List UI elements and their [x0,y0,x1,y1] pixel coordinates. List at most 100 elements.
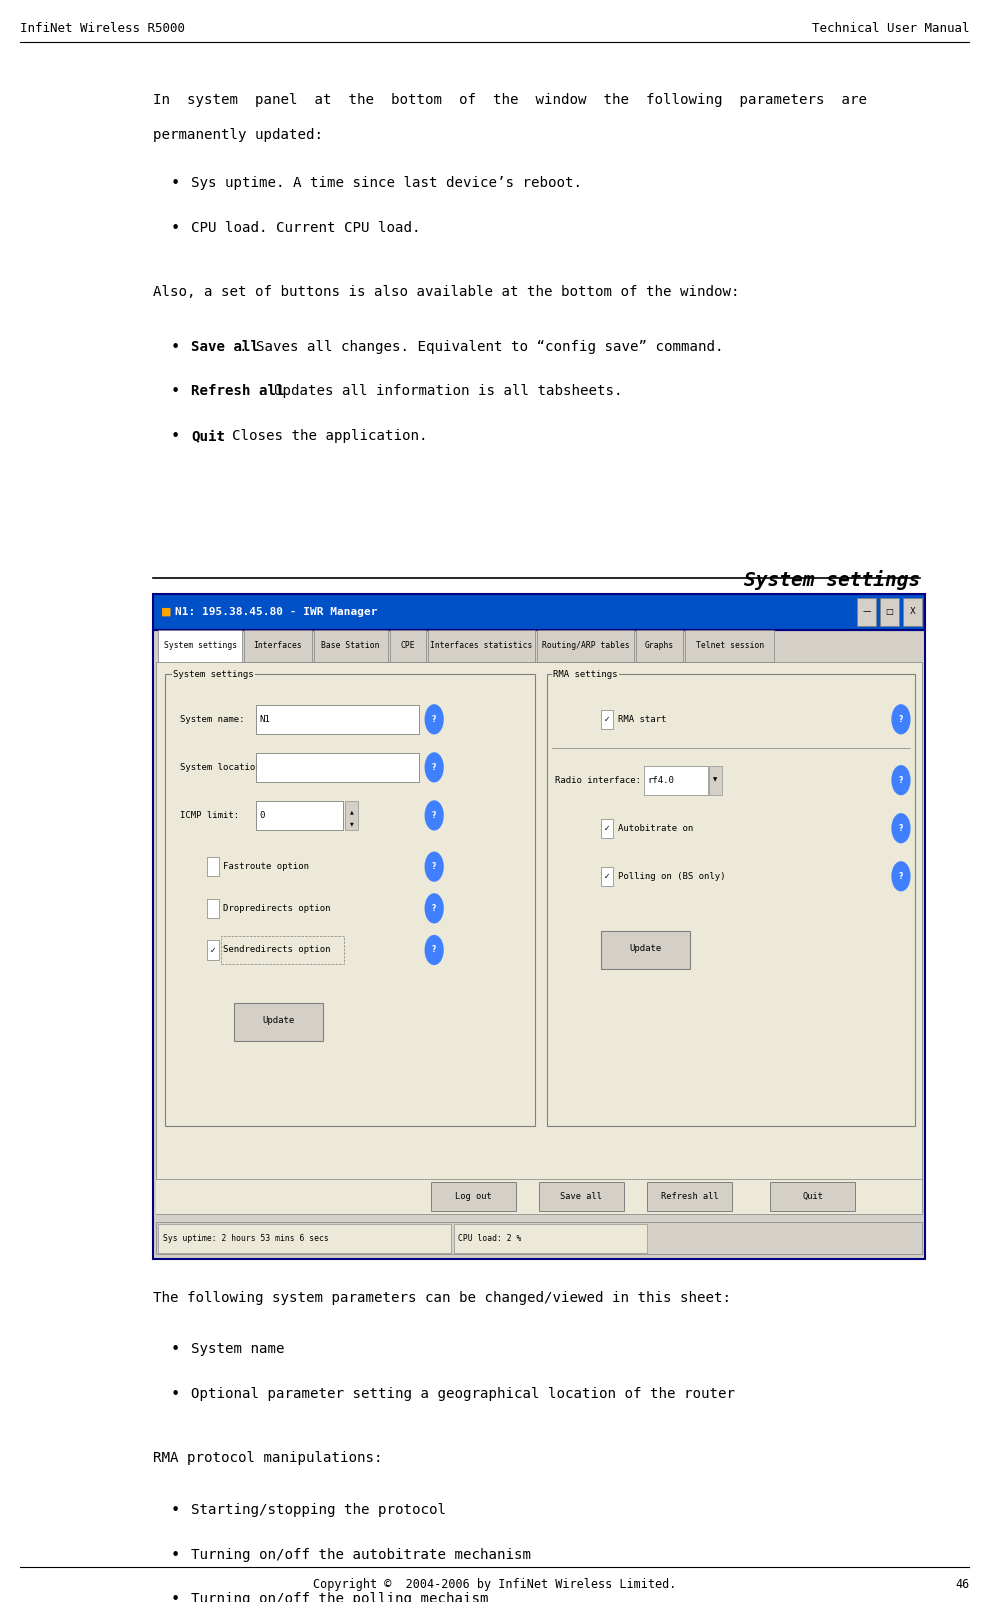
Text: N1: 195.38.45.80 - IWR Manager: N1: 195.38.45.80 - IWR Manager [175,607,378,617]
Text: Refresh all: Refresh all [191,384,285,399]
Text: RMA settings: RMA settings [553,670,617,679]
Text: •: • [171,340,180,354]
Bar [770,1182,855,1211]
Bar [647,1182,732,1211]
Bar [601,710,613,729]
Text: CPU load: 2 %: CPU load: 2 % [458,1234,521,1243]
Text: ?: ? [899,871,903,881]
Circle shape [425,705,443,734]
Text: ?: ? [432,763,436,772]
Text: Graphs: Graphs [645,641,674,650]
Text: . Updates all information is all tabsheets.: . Updates all information is all tabshee… [257,384,622,399]
Bar [644,766,708,795]
Bar [207,940,219,960]
Bar [256,753,419,782]
Text: Fastroute option: Fastroute option [223,862,309,871]
Text: Copyright ©  2004-2006 by InfiNet Wireless Limited.: Copyright © 2004-2006 by InfiNet Wireles… [313,1578,676,1591]
Text: RMA protocol manipulations:: RMA protocol manipulations: [153,1451,383,1466]
Text: Dropredirects option: Dropredirects option [223,904,330,913]
Text: CPU load. Current CPU load.: CPU load. Current CPU load. [191,221,420,235]
Text: Routing/ARP tables: Routing/ARP tables [542,641,629,650]
Bar [314,630,388,662]
Bar [158,630,242,662]
Text: N1: N1 [259,714,270,724]
Text: Update: Update [263,1016,295,1025]
Text: . Saves all changes. Equivalent to “config save” command.: . Saves all changes. Equivalent to “conf… [238,340,723,354]
Circle shape [892,814,910,843]
Text: System settings: System settings [744,570,920,590]
Text: □: □ [886,607,893,617]
Bar [207,899,219,918]
Bar [390,630,426,662]
Bar [636,630,683,662]
Bar [256,801,343,830]
Circle shape [425,753,443,782]
Bar [256,705,419,734]
Bar [903,598,922,626]
Bar [165,674,535,1126]
Text: 46: 46 [955,1578,969,1591]
Text: •: • [171,221,180,235]
Text: Autobitrate on: Autobitrate on [618,823,693,833]
Text: —: — [862,607,871,617]
Text: ▲: ▲ [350,809,353,815]
Text: rf4.0: rf4.0 [647,775,674,785]
Bar [547,674,915,1126]
Text: ?: ? [432,945,436,955]
Text: Sendredirects option: Sendredirects option [223,945,330,955]
Bar [153,594,925,630]
Circle shape [892,862,910,891]
Bar [244,630,312,662]
Text: InfiNet Wireless R5000: InfiNet Wireless R5000 [20,22,185,35]
Text: ?: ? [432,811,436,820]
Text: ■: ■ [161,607,172,617]
Text: System settings: System settings [173,670,254,679]
Text: Quit: Quit [191,429,225,444]
Circle shape [425,801,443,830]
Text: ?: ? [899,775,903,785]
Text: ?: ? [432,862,436,871]
Text: RMA start: RMA start [618,714,667,724]
Bar [431,1182,516,1211]
Text: Sys uptime. A time since last device’s reboot.: Sys uptime. A time since last device’s r… [191,176,582,191]
Text: •: • [171,1548,180,1562]
Text: . Closes the application.: . Closes the application. [215,429,427,444]
Text: ?: ? [899,823,903,833]
Circle shape [892,705,910,734]
Text: System location:: System location: [180,763,266,772]
Text: Polling on (BS only): Polling on (BS only) [618,871,726,881]
Text: ✓: ✓ [604,714,610,724]
Text: The following system parameters can be changed/viewed in this sheet:: The following system parameters can be c… [153,1291,731,1306]
Bar [207,857,219,876]
Text: CPE: CPE [401,641,415,650]
Text: •: • [171,384,180,399]
Text: Starting/stopping the protocol: Starting/stopping the protocol [191,1503,446,1517]
Text: ✓: ✓ [604,871,610,881]
Text: Save all: Save all [191,340,259,354]
Text: Turning on/off the autobitrate mechanism: Turning on/off the autobitrate mechanism [191,1548,531,1562]
Text: •: • [171,1503,180,1517]
Text: •: • [171,176,180,191]
Circle shape [892,766,910,795]
Bar [156,662,922,1214]
Text: ICMP limit:: ICMP limit: [180,811,239,820]
Bar [158,1224,451,1253]
Text: ✓: ✓ [210,945,216,955]
Bar [539,1182,624,1211]
Text: 0: 0 [259,811,264,820]
Text: Quit: Quit [802,1192,824,1202]
Bar [601,819,613,838]
Bar [601,867,613,886]
Bar [428,630,535,662]
Text: Save all: Save all [561,1192,602,1202]
Text: •: • [171,1342,180,1357]
Text: Base Station: Base Station [321,641,380,650]
Text: ▼: ▼ [350,820,353,827]
Text: System settings: System settings [164,641,236,650]
Text: Sys uptime: 2 hours 53 mins 6 secs: Sys uptime: 2 hours 53 mins 6 secs [163,1234,329,1243]
Text: Turning on/off the polling mechaism: Turning on/off the polling mechaism [191,1592,489,1602]
Text: Refresh all: Refresh all [661,1192,718,1202]
Text: Optional parameter setting a geographical location of the router: Optional parameter setting a geographica… [191,1387,735,1402]
Text: Also, a set of buttons is also available at the bottom of the window:: Also, a set of buttons is also available… [153,285,740,300]
Text: ▼: ▼ [713,777,717,783]
